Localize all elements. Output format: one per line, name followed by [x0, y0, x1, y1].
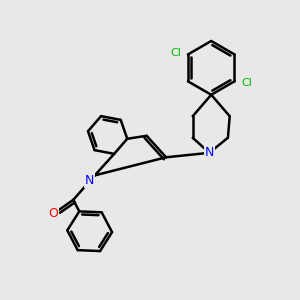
- Text: N: N: [85, 174, 94, 187]
- Text: Cl: Cl: [242, 78, 253, 88]
- Text: O: O: [48, 207, 58, 220]
- Text: Cl: Cl: [170, 48, 181, 58]
- Text: N: N: [205, 146, 214, 159]
